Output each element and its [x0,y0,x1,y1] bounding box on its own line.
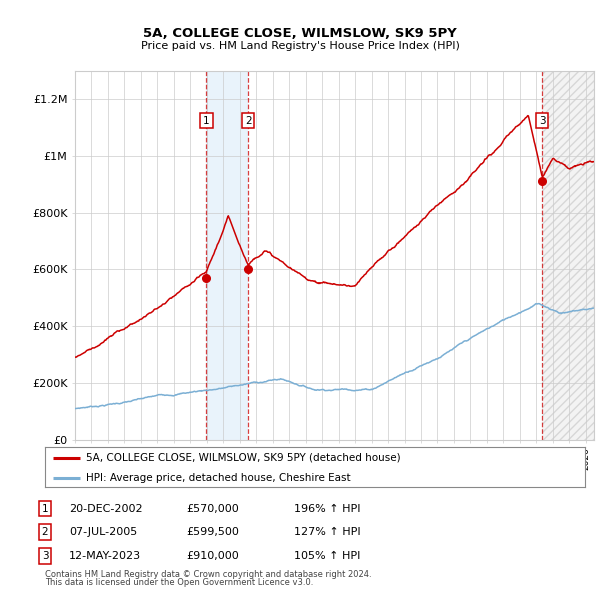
Text: This data is licensed under the Open Government Licence v3.0.: This data is licensed under the Open Gov… [45,578,313,587]
Text: 105% ↑ HPI: 105% ↑ HPI [294,551,361,560]
Text: 5A, COLLEGE CLOSE, WILMSLOW, SK9 5PY (detached house): 5A, COLLEGE CLOSE, WILMSLOW, SK9 5PY (de… [86,453,400,463]
Text: 2: 2 [41,527,49,537]
Text: 1: 1 [41,504,49,513]
Bar [542,71,594,440]
Text: 5A, COLLEGE CLOSE, WILMSLOW, SK9 5PY: 5A, COLLEGE CLOSE, WILMSLOW, SK9 5PY [143,27,457,40]
Text: 20-DEC-2002: 20-DEC-2002 [69,504,143,513]
Bar [206,71,248,440]
Text: Contains HM Land Registry data © Crown copyright and database right 2024.: Contains HM Land Registry data © Crown c… [45,570,371,579]
Text: 07-JUL-2005: 07-JUL-2005 [69,527,137,537]
Text: 1: 1 [203,116,209,126]
Text: £910,000: £910,000 [186,551,239,560]
Text: 3: 3 [539,116,545,126]
Text: 2: 2 [245,116,251,126]
Text: £570,000: £570,000 [186,504,239,513]
Text: 12-MAY-2023: 12-MAY-2023 [69,551,141,560]
Text: £599,500: £599,500 [186,527,239,537]
Text: 196% ↑ HPI: 196% ↑ HPI [294,504,361,513]
Text: 3: 3 [41,551,49,560]
Text: Price paid vs. HM Land Registry's House Price Index (HPI): Price paid vs. HM Land Registry's House … [140,41,460,51]
Text: 127% ↑ HPI: 127% ↑ HPI [294,527,361,537]
Text: HPI: Average price, detached house, Cheshire East: HPI: Average price, detached house, Ches… [86,473,350,483]
